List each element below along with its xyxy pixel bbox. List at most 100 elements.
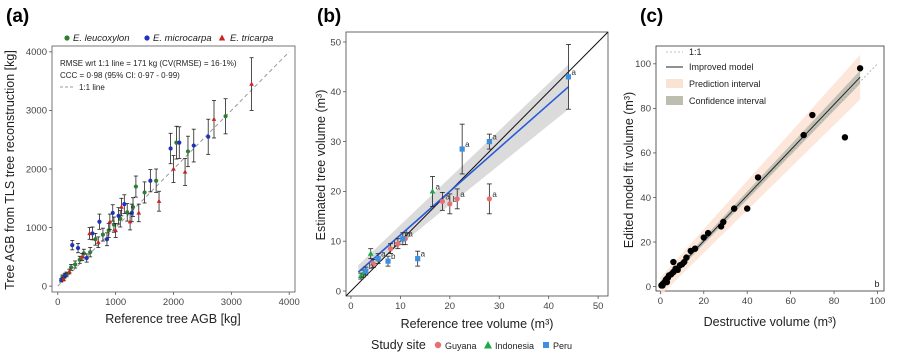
panel-a-points xyxy=(59,57,254,283)
panel-a-point-tricarpa xyxy=(107,219,113,224)
panel-b-point-indonesia xyxy=(429,188,436,194)
panel-a-x-tick-label: 1000 xyxy=(105,297,126,308)
panel-b-x-tick-label: 20 xyxy=(445,301,456,312)
panel-a-point-microcarpa xyxy=(129,210,134,216)
panel-a-point-microcarpa xyxy=(62,273,67,278)
panel-b-point-label: b xyxy=(391,252,396,261)
panel-a-point-tricarpa xyxy=(113,227,118,233)
panel-b-y-tick-label: 10 xyxy=(330,237,341,248)
panel-b-points: bbaaabaaaabababaaa xyxy=(357,44,576,280)
panel-c-point xyxy=(720,218,727,226)
panel-b-y-tick-label: 50 xyxy=(330,37,341,48)
legend-label-leucoxylon: E. leucoxylon xyxy=(73,33,130,44)
panel-b-x-tick-label: 30 xyxy=(494,301,505,312)
legend-swatch-microcarpa xyxy=(144,35,150,41)
panel-c-letter: (c) xyxy=(640,6,663,27)
panel-c-corner-label: b xyxy=(874,279,879,289)
legend-label-indonesia: Indonesia xyxy=(495,341,534,351)
panel-b-one-to-one-line xyxy=(345,31,609,297)
legend-label-microcarpa: E. microcarpa xyxy=(153,33,212,44)
panel-a-annotation-line-label: 1:1 line xyxy=(79,83,105,92)
panel-b-point-guyana xyxy=(439,198,445,204)
panel-c-y-tick-label: 100 xyxy=(635,59,651,70)
panel-b-point-peru xyxy=(363,268,369,274)
panel-a-y-axis-title: Tree AGB from TLS tree reconstruction [k… xyxy=(3,50,17,290)
panel-a-y-tick-label: 3000 xyxy=(26,106,47,117)
panel-a-point-microcarpa xyxy=(191,143,196,148)
panel-a-point-tricarpa xyxy=(136,210,142,215)
panel-a-y-tick-label: 2000 xyxy=(26,164,47,175)
panel-a-point-leucoxylon xyxy=(73,262,78,267)
panel-c-x-tick-label: 40 xyxy=(742,296,753,307)
panel-a-letter: (a) xyxy=(6,6,29,27)
panel-a-legend: E. leucoxylon E. microcarpa E. tricarpa xyxy=(64,33,273,44)
panel-a-point-tricarpa xyxy=(127,219,133,224)
panel-c-y-tick-label: 20 xyxy=(640,237,651,248)
panel-a-point-leucoxylon xyxy=(185,149,191,154)
panel-b-y-axis-title: Estimated tree volume (m³) xyxy=(314,90,328,241)
legend-swatch-guyana xyxy=(434,341,442,349)
panel-a-y-tick-label: 0 xyxy=(42,281,47,292)
panel-a-point-microcarpa xyxy=(84,255,89,261)
panel-b-legend-title: Study site xyxy=(371,338,426,352)
panel-a-y-tick-label: 1000 xyxy=(26,223,47,234)
panel-a-x-tick-label: 3000 xyxy=(221,297,242,308)
panel-b-point-label: a xyxy=(436,182,441,191)
panel-c-point xyxy=(659,282,666,289)
panel-a-point-leucoxylon xyxy=(223,114,228,119)
panel-c-point xyxy=(800,131,807,139)
panel-b-point-guyana xyxy=(387,246,394,252)
panel-c-point xyxy=(691,245,699,252)
panel-a-point-tricarpa xyxy=(249,81,254,86)
panel-a-annotation: RMSE wrt 1:1 line = 171 kg (CV(RMSE) = 1… xyxy=(60,59,237,92)
panel-b-point-label: a xyxy=(492,190,497,199)
panel-b-y-tick-label: 0 xyxy=(336,286,341,297)
panel-a-point-microcarpa xyxy=(70,243,75,248)
legend-swatch-peru xyxy=(543,342,549,348)
panel-b-y-tick-label: 40 xyxy=(330,87,341,98)
panel-c-x-axis-title: Destructive volume (m³) xyxy=(704,315,837,329)
panel-a-point-microcarpa xyxy=(97,219,102,224)
panel-a-point-tricarpa xyxy=(211,116,217,121)
panel-c-point xyxy=(700,234,707,241)
panel-c-y-tick-label: 80 xyxy=(640,104,651,115)
panel-a-point-leucoxylon xyxy=(88,250,93,255)
legend-swatch-indonesia xyxy=(484,341,492,349)
panel-b-point-label: a xyxy=(465,140,470,149)
legend-label-tricarpa: E. tricarpa xyxy=(230,33,273,44)
panel-c-y-tick-label: 60 xyxy=(640,148,651,159)
panel-c-y-tick-label: 0 xyxy=(646,282,651,293)
panel-a-ccc-text: CCC = 0·98 (95% CI: 0·97 - 0·99) xyxy=(60,71,180,80)
legend-swatch-leucoxylon xyxy=(64,35,70,41)
legend-key-confidence-interval xyxy=(666,96,683,105)
panel-a-point-tricarpa xyxy=(119,204,124,209)
panel-a-point-leucoxylon xyxy=(77,257,82,262)
panel-b-y-tick-label: 20 xyxy=(330,187,341,198)
panel-b-point-guyana xyxy=(486,196,492,202)
panel-a-point-microcarpa xyxy=(116,213,121,218)
panel-c-point xyxy=(681,258,688,266)
panel-b-x-tick-label: 40 xyxy=(543,301,554,312)
panel-a-ticks: 0 1000 2000 3000 4000 0 1000 2000 3000 4000 xyxy=(26,47,300,308)
legend-label-guyana: Guyana xyxy=(445,341,477,351)
panel-b-point-label: b xyxy=(406,230,411,239)
panel-c-y-tick-label: 40 xyxy=(640,193,651,204)
panel-a-point-leucoxylon xyxy=(100,232,106,237)
panel-a-x-axis-title: Reference tree AGB [kg] xyxy=(105,312,241,326)
panel-a-y-tick-label: 4000 xyxy=(26,47,47,58)
panel-b-letter: (b) xyxy=(317,6,341,27)
panel-c-point xyxy=(704,229,712,237)
panel-b-x-tick-label: 50 xyxy=(593,301,604,312)
panel-a-point-tricarpa xyxy=(79,254,85,259)
panel-b-point-peru xyxy=(385,258,391,264)
panel-b-point-guyana xyxy=(447,201,453,207)
panel-a-x-tick-label: 4000 xyxy=(279,297,300,308)
panel-c-point xyxy=(754,174,762,181)
panel-b-point-label: a xyxy=(492,133,497,142)
panel-a-point-leucoxylon xyxy=(93,237,98,242)
panel-b-point-indonesia xyxy=(367,250,374,256)
panel-b-point-peru xyxy=(415,256,421,262)
panel-b-x-tick-label: 0 xyxy=(348,301,353,312)
panel-c-points xyxy=(658,65,864,289)
